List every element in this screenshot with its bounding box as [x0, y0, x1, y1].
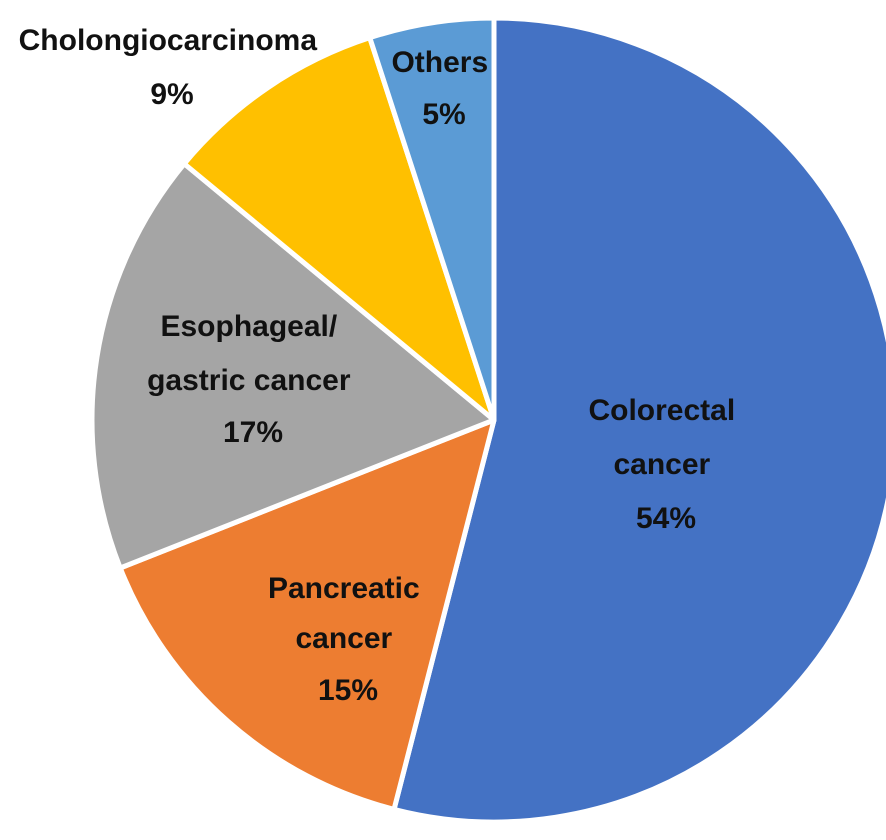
label-pancreatic: Pancreatic cancer 15% — [268, 572, 428, 707]
label-others-line1: Others — [391, 46, 488, 79]
label-cholangio-value: 9% — [150, 78, 193, 111]
pie-slice-esophageal-gastric-cancer — [89, 161, 497, 571]
label-others: Others 5% — [391, 46, 496, 131]
label-pancreatic-line1: Pancreatic — [268, 572, 420, 605]
label-esophageal: Esophageal/ gastric cancer 17% — [147, 310, 359, 449]
pie-slice-others — [367, 15, 497, 423]
label-esophageal-line1: Esophageal/ — [160, 310, 337, 343]
pie-slices — [89, 15, 886, 825]
label-pancreatic-line2: cancer — [295, 622, 392, 655]
label-colorectal-value: 54% — [636, 502, 696, 535]
label-colorectal: Colorectal cancer 54% — [588, 394, 743, 535]
label-colorectal-line1: Colorectal — [588, 394, 735, 427]
label-pancreatic-value: 15% — [318, 674, 378, 707]
pie-slice-cholongiocarcinoma — [181, 35, 497, 423]
label-colorectal-line2: cancer — [613, 448, 710, 481]
pie-slice-pancreatic-cancer — [117, 417, 497, 812]
label-cholangio-line1: Cholongiocarcinoma — [19, 24, 318, 57]
label-cholangio: Cholongiocarcinoma 9% — [19, 24, 326, 111]
label-esophageal-value: 17% — [223, 416, 283, 449]
label-esophageal-line2: gastric cancer — [147, 364, 351, 397]
pie-slice-colorectal-cancer — [391, 15, 886, 825]
label-others-value: 5% — [422, 98, 465, 131]
